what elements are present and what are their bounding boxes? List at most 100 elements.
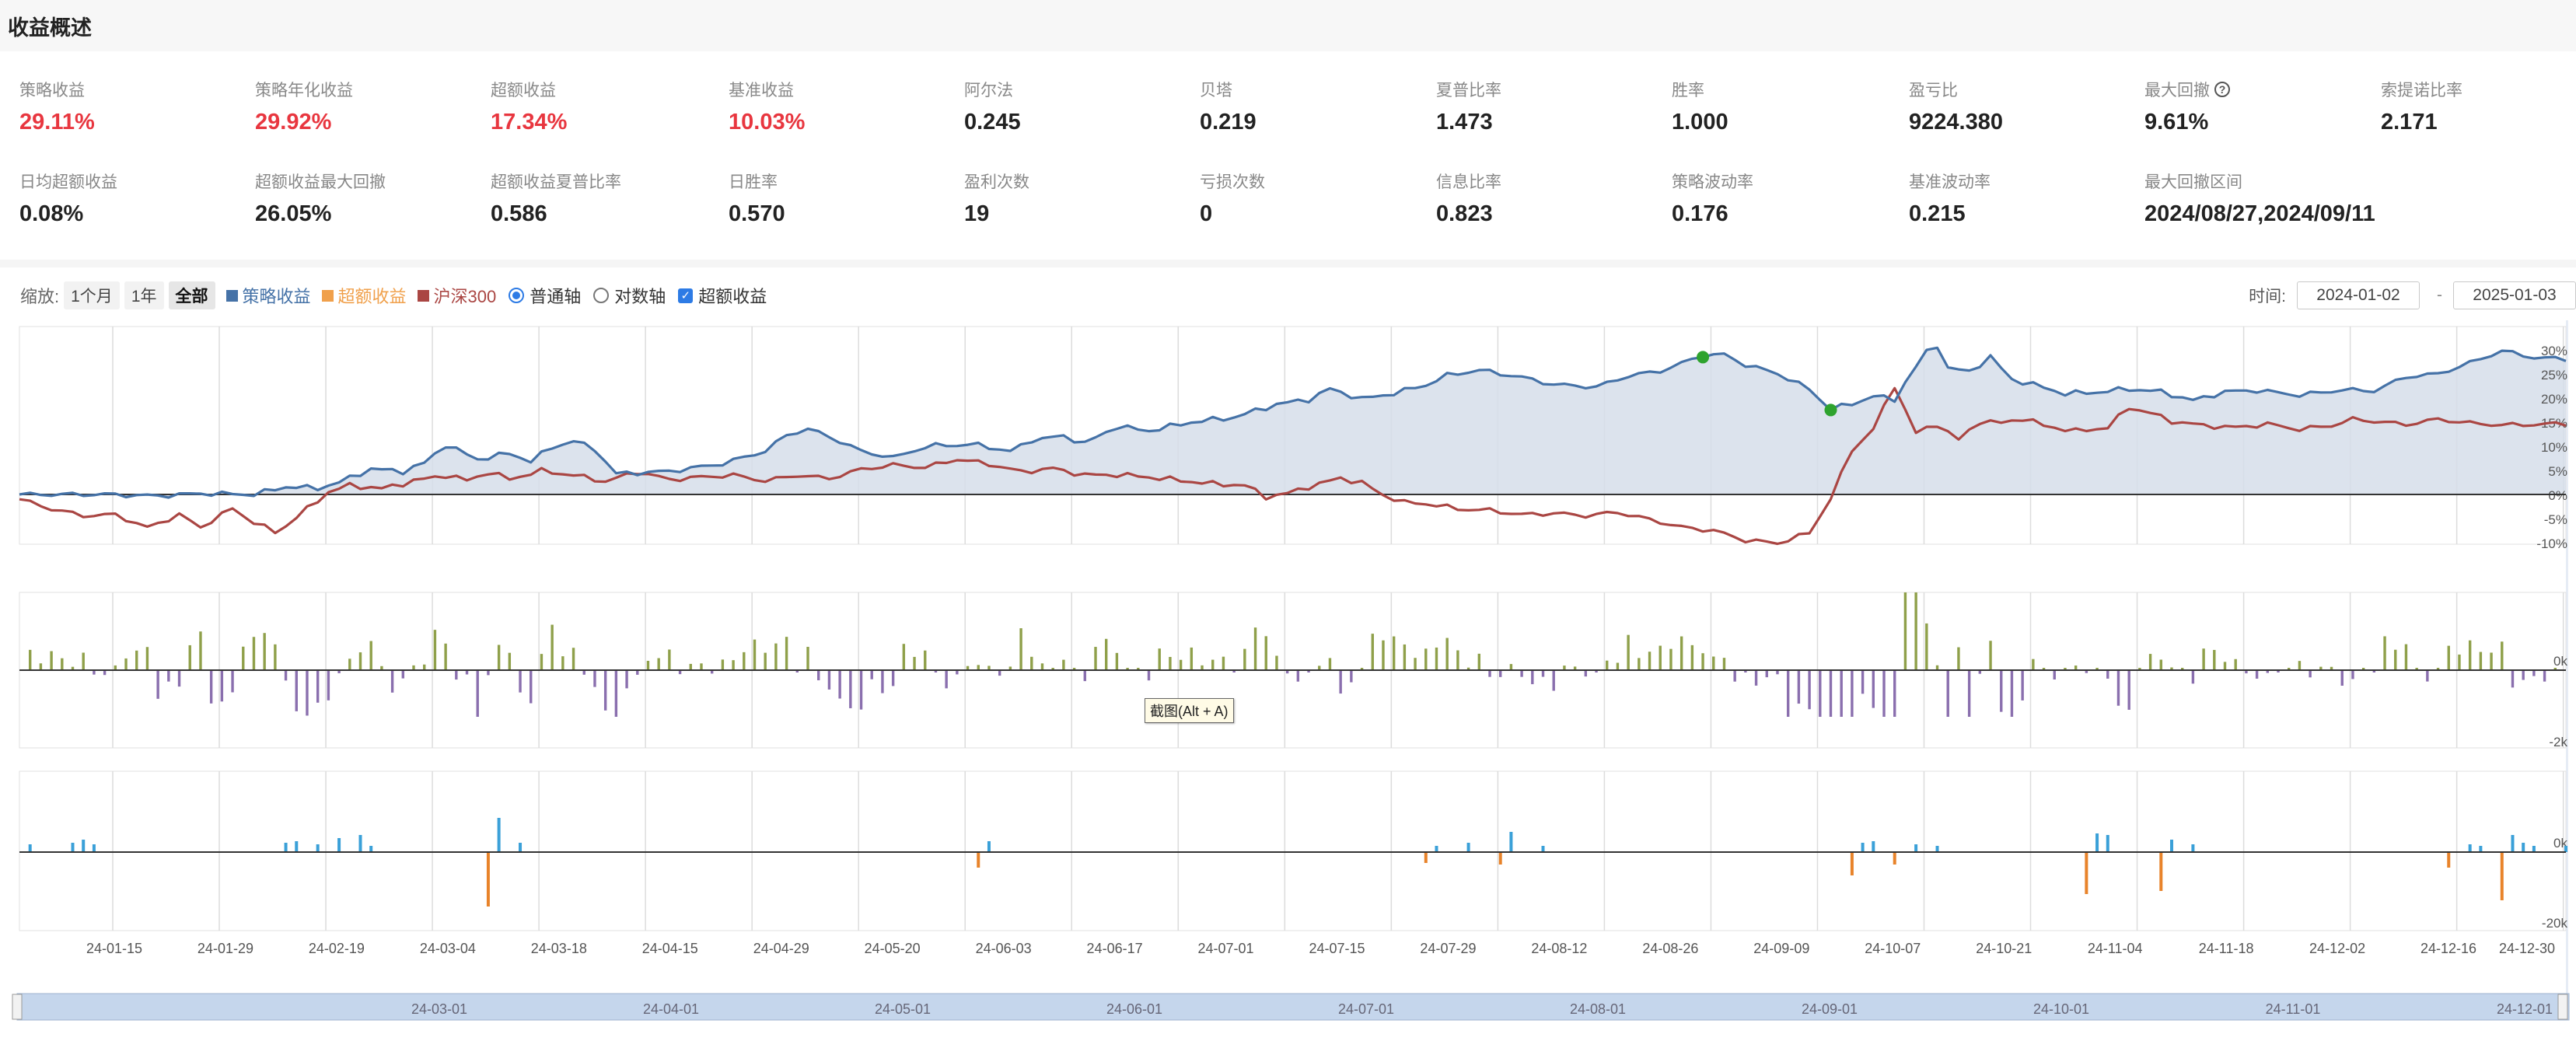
metric-value: 17.34% bbox=[491, 110, 568, 134]
end-date-input[interactable]: 2025-01-03 bbox=[2453, 281, 2576, 309]
excess-bar bbox=[2553, 668, 2557, 670]
excess-bar bbox=[444, 643, 447, 670]
metric-value: 1.473 bbox=[1436, 110, 1493, 134]
excess-bar bbox=[2309, 670, 2312, 678]
metric-label-text: 基准收益 bbox=[729, 82, 794, 100]
excess-bar bbox=[2010, 670, 2014, 717]
excess-bar bbox=[1797, 670, 1801, 704]
strategy-area bbox=[19, 348, 2566, 498]
normal-axis-radio[interactable] bbox=[509, 288, 525, 303]
excess-bar bbox=[1978, 670, 1982, 674]
excess-bar bbox=[1690, 645, 1694, 670]
excess-bar bbox=[1722, 658, 1726, 670]
x-tick-label: 24-04-29 bbox=[753, 941, 809, 956]
excess-bar bbox=[1712, 656, 1715, 670]
excess-bar bbox=[732, 660, 735, 670]
excess-bar bbox=[1509, 664, 1513, 670]
metric-value: 0.219 bbox=[1200, 110, 1257, 134]
excess-bar bbox=[1466, 667, 1470, 670]
x-tick-label: 24-07-29 bbox=[1420, 941, 1476, 956]
metric-label-text: 策略收益 bbox=[19, 82, 85, 100]
help-icon[interactable]: ? bbox=[2214, 82, 2230, 97]
excess-bar bbox=[1371, 634, 1374, 670]
excess-bar bbox=[1851, 670, 1854, 717]
excess-bar bbox=[1350, 670, 1353, 683]
excess-bar bbox=[2095, 668, 2099, 670]
excess-bar bbox=[2522, 670, 2525, 680]
excess-bar bbox=[1062, 659, 1065, 670]
excess-bar bbox=[220, 670, 224, 702]
metric-label-text: 索提诺比率 bbox=[2381, 82, 2462, 100]
excess-bar bbox=[2042, 668, 2046, 670]
trade-bar bbox=[369, 846, 373, 852]
excess-bar bbox=[785, 637, 788, 670]
excess-bar bbox=[1179, 659, 1183, 670]
excess-return-checkbox[interactable]: ✓ bbox=[678, 288, 694, 303]
y-tick-label: 30% bbox=[2541, 344, 2567, 358]
excess-bar bbox=[2532, 670, 2536, 676]
excess-bar bbox=[2266, 670, 2270, 673]
start-date-input[interactable]: 2024-01-02 bbox=[2297, 281, 2420, 309]
excess-bar bbox=[188, 645, 191, 670]
excess-bar bbox=[1829, 670, 1833, 717]
y-tick-label: 0% bbox=[2548, 488, 2567, 503]
excess-bar bbox=[199, 631, 202, 670]
excess-bar bbox=[2458, 654, 2461, 670]
date-separator: - bbox=[2437, 286, 2442, 304]
excess-bar bbox=[646, 661, 650, 670]
trade-bar bbox=[1872, 841, 1875, 852]
x-tick-label: 24-12-02 bbox=[2309, 941, 2365, 956]
excess-bar bbox=[497, 645, 501, 670]
excess-bar bbox=[2394, 649, 2397, 670]
log-axis-radio[interactable] bbox=[593, 288, 610, 303]
excess-bar bbox=[1008, 666, 1012, 670]
excess-bar bbox=[124, 658, 128, 670]
metric-value: 9224.380 bbox=[1909, 110, 2003, 134]
legend-benchmark[interactable]: 沪深300 bbox=[417, 283, 496, 308]
excess-bar bbox=[1158, 648, 1161, 670]
metric-value: 0.176 bbox=[1672, 201, 1728, 226]
excess-bar bbox=[1840, 670, 1843, 717]
excess-bar bbox=[2511, 670, 2515, 688]
metric-label: 最大回撤区间 bbox=[2144, 169, 2375, 193]
metric-value: 0.823 bbox=[1436, 201, 1493, 226]
excess-bar bbox=[2223, 662, 2227, 670]
zoom-1y-button[interactable]: 1年 bbox=[124, 281, 164, 309]
excess-bar bbox=[2319, 666, 2323, 670]
excess-bar bbox=[1169, 656, 1172, 670]
excess-bar bbox=[156, 670, 159, 699]
legend-excess[interactable]: 超额收益 bbox=[321, 283, 407, 308]
trade-bar bbox=[2106, 835, 2109, 852]
excess-bar bbox=[1563, 665, 1566, 670]
zoom-1m-button[interactable]: 1个月 bbox=[64, 281, 120, 309]
excess-bar bbox=[582, 670, 585, 675]
time-label: 时间: bbox=[2249, 288, 2286, 306]
metric-value: 0.08% bbox=[19, 201, 84, 226]
excess-bar bbox=[977, 665, 980, 670]
excess-bar bbox=[1126, 668, 1129, 670]
zoom-all-button[interactable]: 全部 bbox=[168, 281, 215, 309]
legend-label: 策略收益 bbox=[242, 287, 311, 306]
excess-bar bbox=[2180, 668, 2184, 670]
bar-axis-label: -2k bbox=[2549, 735, 2567, 749]
metric-value: 29.11% bbox=[19, 110, 95, 134]
excess-bar bbox=[838, 670, 841, 699]
excess-bar bbox=[2383, 636, 2386, 670]
metric-value: 0.570 bbox=[729, 201, 785, 226]
trade-bar bbox=[295, 841, 299, 852]
metric-label-text: 日均超额收益 bbox=[19, 173, 117, 191]
chart-panel-2 bbox=[19, 770, 2567, 931]
excess-bar bbox=[1275, 655, 1278, 670]
y-tick-label: 15% bbox=[2541, 416, 2567, 431]
metric-r1-0: 策略收益 29.11% bbox=[19, 78, 95, 135]
metric-label-text: 基准波动率 bbox=[1909, 173, 1991, 191]
trade-bar bbox=[977, 852, 980, 868]
y-tick-label: -5% bbox=[2544, 512, 2567, 527]
excess-bar bbox=[753, 639, 757, 670]
trade-bar bbox=[1424, 852, 1428, 863]
excess-bar bbox=[817, 670, 820, 681]
metric-label-text: 贝塔 bbox=[1200, 82, 1232, 100]
legend-strategy[interactable]: 策略收益 bbox=[225, 283, 311, 308]
trade-bar bbox=[2532, 846, 2536, 852]
